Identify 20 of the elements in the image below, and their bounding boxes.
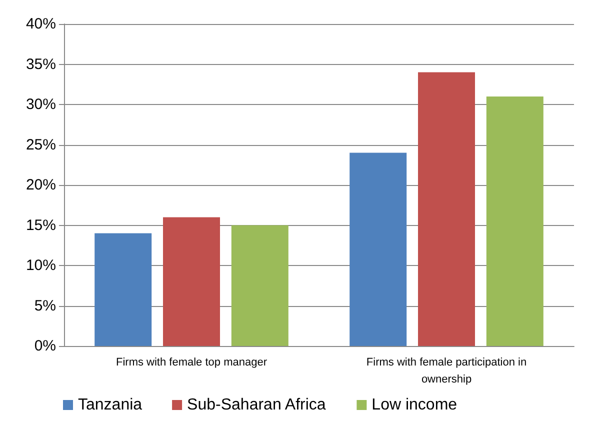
legend-label: Sub-Saharan Africa: [187, 396, 326, 414]
y-tick-label: 0%: [34, 338, 56, 354]
y-tick-label: 10%: [26, 257, 56, 274]
y-tick-label: 15%: [26, 216, 56, 234]
legend-label: Tanzania: [78, 396, 142, 414]
y-tick-label: 40%: [26, 16, 56, 32]
y-tick-label: 25%: [26, 136, 56, 154]
x-tick-label: Firms with female top manager: [116, 356, 268, 368]
legend-label: Low income: [372, 396, 458, 414]
y-tick-label: 5%: [34, 297, 56, 314]
y-tick-label: 20%: [26, 176, 56, 194]
bar: [163, 217, 220, 346]
bar: [418, 72, 475, 346]
bar: [350, 152, 407, 346]
x-tick-label: Firms with female participation in ownership: [366, 356, 527, 386]
y-tick-label: 30%: [26, 96, 56, 113]
bar: [94, 233, 152, 346]
y-tick-label: 35%: [26, 56, 56, 73]
bar: [231, 225, 288, 346]
bar: [486, 96, 544, 346]
